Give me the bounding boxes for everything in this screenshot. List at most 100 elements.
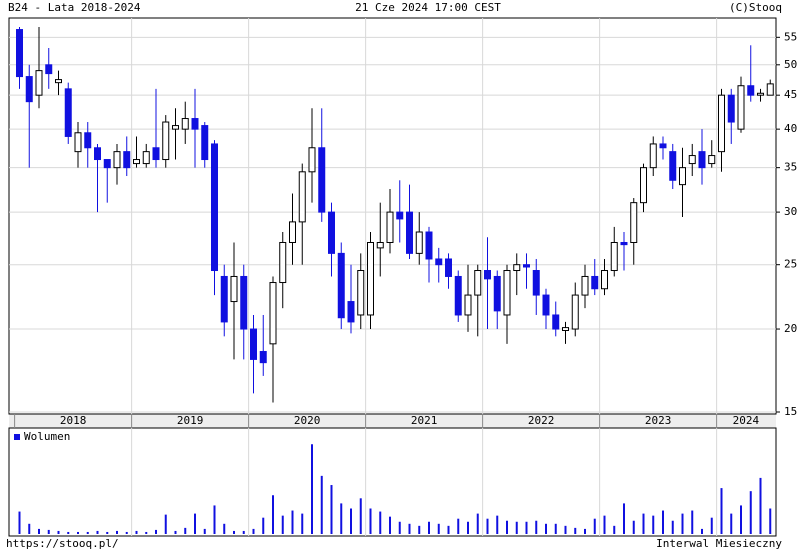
candle-body [445, 258, 452, 277]
volume-bar [18, 511, 21, 534]
candle-body [123, 151, 131, 169]
volume-bar [135, 530, 138, 534]
volume-bar [691, 510, 694, 534]
volume-bar [662, 510, 664, 534]
volume-bar [320, 475, 323, 534]
candle-body [640, 167, 647, 204]
x-tick-label: 2021 [411, 414, 438, 427]
volume-bar [194, 513, 196, 534]
volume-bar [564, 525, 567, 534]
volume-bar [311, 444, 313, 534]
candle-body [142, 151, 150, 165]
candle-body [591, 275, 599, 290]
candle-body [211, 143, 218, 272]
volume-bar [408, 523, 411, 534]
volume-frame [8, 427, 777, 537]
volume-bar [272, 495, 274, 534]
candle-body [688, 155, 696, 165]
candle-body [679, 167, 686, 186]
candle-body [94, 147, 101, 161]
volume-bar [398, 521, 401, 534]
volume-bar [584, 528, 586, 534]
candle-body [610, 241, 618, 272]
chart-subtitle: 21 Cze 2024 17:00 CEST [355, 1, 501, 14]
volume-bar [506, 520, 508, 534]
volume-bar [174, 530, 177, 534]
candle-body [708, 155, 716, 165]
candle-body [464, 294, 472, 316]
volume-bar [155, 529, 157, 534]
volume-bar [720, 488, 723, 534]
candle-body [493, 275, 501, 312]
axis-strip [9, 414, 776, 428]
volume-bar [116, 530, 118, 534]
candle-body [357, 270, 365, 316]
candle-body [133, 159, 140, 165]
volume-bar [418, 525, 421, 534]
candle-body [16, 29, 23, 78]
candle-body [757, 92, 764, 96]
candle-body [766, 83, 774, 96]
candle-body [425, 231, 433, 260]
volume-bar [447, 525, 450, 534]
volume-bar [476, 513, 479, 534]
candle-body [620, 241, 628, 246]
volume-bar [701, 528, 703, 534]
volume-bar [496, 515, 499, 534]
y-tick-label: 35 [784, 161, 797, 174]
legend-label: Wolumen [24, 430, 70, 443]
volume-bar [613, 525, 616, 534]
volume-bar [730, 513, 733, 534]
volume-bar [233, 530, 235, 534]
volume-bar [593, 518, 596, 534]
volume-bar [67, 531, 70, 534]
volume-bar [164, 514, 167, 534]
volume-bar [291, 510, 294, 534]
candle-body [396, 211, 404, 220]
legend-swatch [14, 434, 20, 440]
volume-bar [125, 531, 128, 534]
candle-body [659, 143, 667, 149]
candle-body [35, 70, 43, 96]
candle-body [103, 159, 111, 169]
candle-body [484, 270, 491, 280]
candle-body [669, 151, 677, 181]
x-tick-label: 2022 [528, 414, 555, 427]
candle-body [181, 118, 189, 130]
candle-body [191, 118, 199, 130]
volume-bar [545, 523, 547, 534]
candle-body [113, 151, 121, 169]
y-tick-label: 15 [784, 405, 797, 418]
volume-bar [437, 523, 440, 534]
candle-body [542, 294, 550, 316]
volume-bar [749, 491, 752, 534]
url: https://stooq.pl/ [6, 537, 119, 550]
y-tick-label: 25 [784, 258, 797, 271]
volume-bar [203, 528, 206, 534]
candle-body [474, 270, 482, 296]
candle-body [337, 252, 345, 319]
x-tick-label: 2018 [60, 414, 87, 427]
volume-bar [359, 498, 362, 534]
volume-bar [467, 521, 469, 534]
candle-body [415, 231, 423, 254]
candle-body [347, 301, 355, 323]
candle-body [581, 275, 589, 296]
volume-bar [38, 528, 40, 534]
candle-body [269, 282, 277, 345]
candle-body [259, 351, 267, 364]
candle-body [64, 88, 72, 137]
x-tick-label: 2023 [645, 414, 672, 427]
volume-bar [223, 523, 226, 534]
candle-body [571, 294, 579, 330]
volume-bar [710, 517, 713, 534]
x-tick-label: 2019 [177, 414, 204, 427]
volume-bar [47, 529, 50, 534]
volume-bar [623, 503, 625, 534]
candle-body [279, 241, 287, 284]
volume-bar [340, 503, 343, 534]
candle-body [298, 171, 306, 223]
candle-body [454, 275, 462, 316]
volume-bar [106, 531, 109, 534]
candle-body [698, 151, 706, 169]
